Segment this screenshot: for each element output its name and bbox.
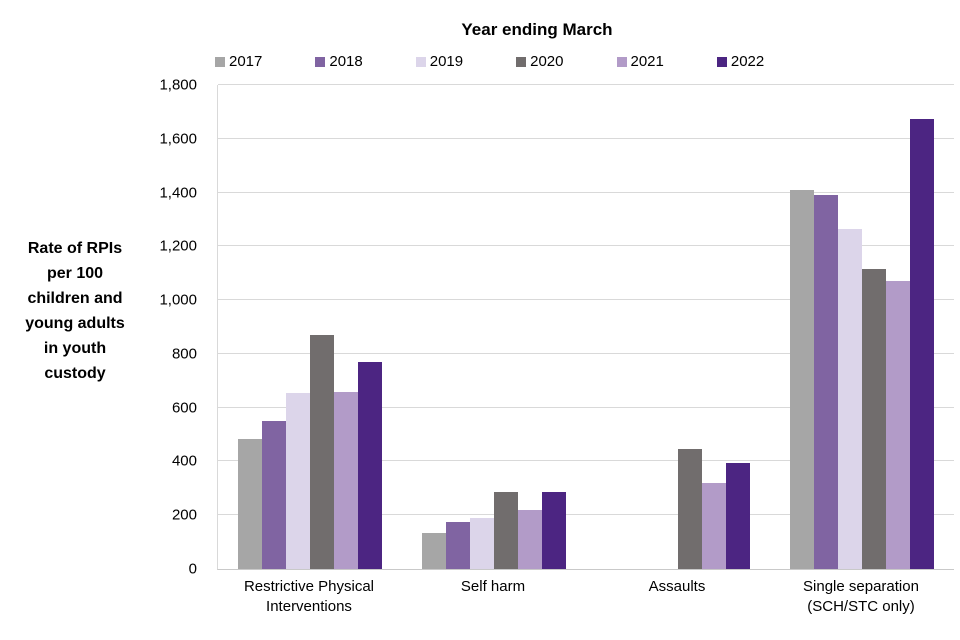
legend-swatch-2019 — [415, 56, 426, 67]
gridline — [218, 460, 954, 462]
bar-2019 — [838, 228, 862, 569]
chart-title: Year ending March — [461, 20, 613, 39]
y-tick-label: 400 — [171, 452, 197, 470]
gridline — [218, 137, 954, 139]
bar-2022 — [726, 462, 750, 569]
bar-2017 — [790, 189, 814, 569]
bar-group-1 — [218, 85, 402, 569]
gridline — [218, 406, 954, 408]
bar-2022 — [910, 118, 934, 569]
y-axis-tick-labels: 0 200 400 600 800 1,000 1,200 1,400 1,600 1,800 — [100, 77, 207, 578]
bar-2020 — [494, 492, 518, 569]
legend-label: 2021 — [630, 53, 664, 70]
bar-groups — [218, 85, 954, 569]
gridline — [218, 191, 954, 193]
legend-item-2018: 2018 — [315, 53, 363, 70]
bar-group-4 — [770, 85, 954, 569]
bar-2021 — [886, 281, 910, 569]
bar-2022 — [358, 361, 382, 569]
bar-2020 — [678, 449, 702, 569]
legend-swatch-2022 — [716, 56, 727, 67]
gridline — [218, 84, 954, 85]
bar-2017 — [238, 438, 262, 569]
gridline — [218, 514, 954, 516]
y-tick-label: 1,200 — [159, 237, 197, 255]
plot-area — [217, 84, 954, 570]
bar-2018 — [814, 195, 838, 569]
bar-2020 — [862, 269, 886, 569]
legend-label: 2020 — [530, 53, 564, 70]
legend-item-2022: 2022 — [716, 53, 765, 70]
gridline — [218, 352, 954, 354]
legend-item-2020: 2020 — [516, 53, 564, 70]
legend-label: 2022 — [730, 53, 765, 70]
y-axis-title: Rate of RPIs per 100 children and young … — [25, 240, 125, 382]
y-tick-label: 600 — [171, 399, 197, 417]
gridline — [218, 299, 954, 301]
bar-2019 — [470, 517, 494, 569]
legend-item-2021: 2021 — [616, 53, 664, 70]
x-axis-label-2: Self harm — [460, 578, 526, 595]
x-axis-label-1: Restrictive Physical Interventions — [243, 578, 375, 615]
legend-label: 2019 — [429, 53, 464, 70]
legend-label: 2017 — [229, 53, 263, 70]
x-axis-label-4: Single separation (SCH/STC only) — [803, 578, 919, 615]
x-axis-label-3: Assaults — [648, 578, 706, 595]
legend-label: 2018 — [329, 53, 363, 70]
y-tick-label: 1,600 — [159, 130, 197, 148]
legend: 2017 2018 2019 2020 2021 2022 — [215, 53, 764, 70]
legend-swatch-2017 — [215, 56, 225, 67]
y-tick-label: 1,800 — [159, 76, 197, 94]
legend-item-2019: 2019 — [415, 53, 464, 70]
bar-2017 — [422, 532, 446, 569]
bar-2021 — [702, 482, 726, 569]
bar-group-3 — [586, 85, 770, 569]
bar-2018 — [446, 521, 470, 569]
y-tick-label: 1,000 — [159, 291, 197, 309]
x-axis-labels: Restrictive Physical Interventions Self h… — [217, 577, 953, 617]
bar-2020 — [310, 335, 334, 569]
y-tick-label: 1,400 — [159, 184, 197, 202]
bar-2018 — [262, 421, 286, 569]
bar-group-2 — [402, 85, 586, 569]
bar-2019 — [286, 392, 310, 569]
y-tick-label: 0 — [188, 560, 197, 578]
y-tick-label: 800 — [171, 345, 197, 363]
y-tick-label: 200 — [171, 506, 197, 524]
legend-swatch-2018 — [315, 56, 326, 67]
gridline — [218, 245, 954, 247]
legend-swatch-2021 — [616, 56, 627, 67]
legend-swatch-2020 — [516, 56, 527, 67]
legend-item-2017: 2017 — [215, 53, 262, 70]
bar-2021 — [518, 509, 542, 569]
bar-2021 — [334, 391, 358, 569]
bar-2022 — [542, 492, 566, 569]
